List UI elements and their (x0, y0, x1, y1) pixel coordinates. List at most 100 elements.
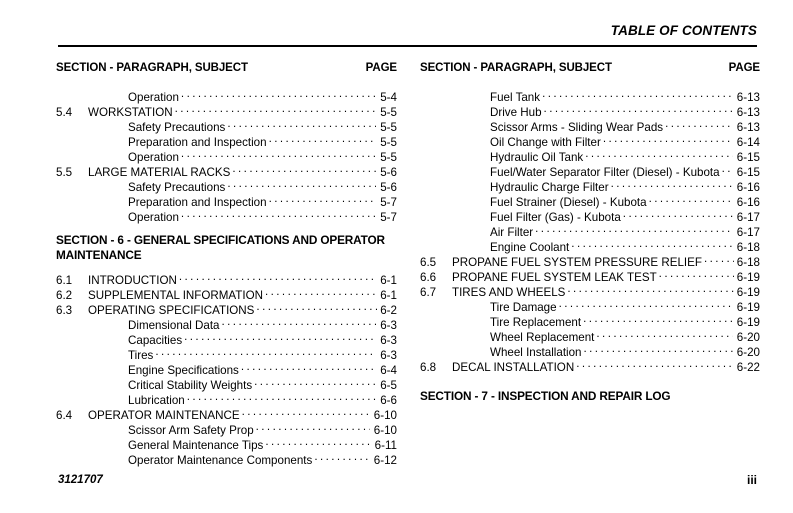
toc-entry[interactable]: Oil Change with Filter 6-14 (420, 131, 760, 149)
toc-entry-title: Engine Coolant (490, 241, 570, 254)
toc-entry[interactable]: 6.3 OPERATING SPECIFICATIONS 6-2 (56, 299, 397, 317)
toc-dot-leader (222, 314, 377, 329)
toc-entry-page: 5-6 (380, 166, 397, 179)
toc-entry-page: 6-3 (380, 349, 397, 362)
toc-dot-leader (584, 341, 733, 356)
toc-entry-page: 6-14 (736, 136, 760, 149)
toc-dot-leader (722, 161, 733, 176)
toc-dot-leader (585, 146, 733, 161)
toc-entry[interactable]: Scissor Arms - Sliding Wear Pads6-13 (420, 116, 760, 134)
toc-entry[interactable]: 6.2 SUPPLEMENTAL INFORMATION 6-1 (56, 284, 397, 302)
toc-entry-page: 6-10 (373, 424, 397, 437)
toc-entry-page: 6-3 (380, 334, 397, 347)
toc-entry[interactable]: Operation 5-7 (56, 206, 397, 224)
page-title: TABLE OF CONTENTS (610, 23, 757, 38)
toc-entry-page: 6-3 (380, 319, 397, 332)
toc-entry-page: 6-11 (374, 439, 397, 452)
toc-entry[interactable]: Fuel/Water Separator Filter (Diesel) - K… (420, 161, 760, 179)
toc-entry[interactable]: Engine Specifications 6-4 (56, 359, 397, 377)
toc-dot-leader (583, 311, 733, 326)
toc-entry[interactable]: Operator Maintenance Components 6-12 (56, 449, 397, 467)
toc-entry-page: 6-5 (380, 379, 397, 392)
toc-dot-leader (232, 161, 377, 176)
toc-entry[interactable]: Fuel Strainer (Diesel) - Kubota 6-16 (420, 191, 760, 209)
toc-entry-title: INTRODUCTION (88, 274, 177, 287)
toc-entry-page: 6-6 (380, 394, 397, 407)
toc-entry[interactable]: Critical Stability Weights6-5 (56, 374, 397, 392)
toc-entry-title: Operation (128, 91, 179, 104)
toc-dot-leader (269, 191, 377, 206)
toc-entry-number: 6.3 (56, 304, 73, 317)
toc-dot-leader (567, 281, 733, 296)
toc-entry[interactable]: Tire Replacement 6-19 (420, 311, 760, 329)
toc-dot-leader (704, 251, 734, 266)
toc-dot-leader (227, 176, 376, 191)
toc-entry-page: 6-1 (380, 289, 397, 302)
toc-entry[interactable]: Drive Hub 6-13 (420, 101, 760, 119)
toc-entry-title: Safety Precautions (128, 121, 226, 134)
toc-entry-title: TIRES AND WHEELS (452, 286, 566, 299)
toc-entry[interactable]: Air Filter 6-17 (420, 221, 760, 239)
toc-entry-title: Hydraulic Charge Filter (490, 181, 609, 194)
section-heading-6: SECTION - 6 - GENERAL SPECIFICATIONS AND… (56, 233, 385, 262)
toc-entry[interactable]: Engine Coolant 6-18 (420, 236, 760, 254)
toc-dot-leader (559, 296, 733, 311)
toc-entry[interactable]: Wheel Replacement 6-20 (420, 326, 760, 344)
toc-entry-page: 5-7 (380, 211, 397, 224)
toc-entry[interactable]: 5.4 WORKSTATION 5-5 (56, 101, 397, 119)
toc-entry-page: 6-19 (736, 271, 760, 284)
toc-entry-title: SUPPLEMENTAL INFORMATION (88, 289, 263, 302)
toc-entry[interactable]: Capacities6-3 (56, 329, 397, 347)
toc-entry-page: 6-18 (736, 256, 760, 269)
toc-entry-title: Fuel Tank (490, 91, 541, 104)
toc-entry[interactable]: Lubrication 6-6 (56, 389, 397, 407)
spacer (56, 262, 397, 269)
toc-entry[interactable]: Tires 6-3 (56, 344, 397, 362)
toc-dot-leader (181, 206, 376, 221)
toc-entry[interactable]: Fuel Tank 6-13 (420, 86, 760, 104)
toc-entry[interactable]: Operation 5-5 (56, 146, 397, 164)
toc-entry[interactable]: Safety Precautions 5-5 (56, 116, 397, 134)
toc-dot-leader (181, 146, 376, 161)
toc-entry-page: 5-5 (380, 106, 397, 119)
toc-entry[interactable]: Hydraulic Oil Tank 6-15 (420, 146, 760, 164)
toc-entry-number: 6.5 (420, 256, 437, 269)
toc-entry-page: 6-19 (736, 316, 760, 329)
toc-entry-number: 5.4 (56, 106, 73, 119)
toc-entry-title: Drive Hub (490, 106, 542, 119)
toc-entry[interactable]: General Maintenance Tips 6-11 (56, 434, 397, 452)
toc-entry-page: 6-17 (736, 226, 760, 239)
toc-entry[interactable]: 6.7 TIRES AND WHEELS 6-19 (420, 281, 760, 299)
toc-entry[interactable]: 6.8 DECAL INSTALLATION 6-22 (420, 356, 760, 374)
toc-entry-title: Fuel Strainer (Diesel) - Kubota (490, 196, 647, 209)
toc-entry-page: 6-15 (736, 151, 760, 164)
toc-entry-page: 6-16 (736, 181, 760, 194)
toc-entry-page: 6-19 (736, 286, 760, 299)
toc-entry[interactable]: Hydraulic Charge Filter 6-16 (420, 176, 760, 194)
toc-entry-page: 5-5 (380, 151, 397, 164)
toc-entry-title: General Maintenance Tips (128, 439, 264, 452)
toc-entry-page: 6-4 (380, 364, 397, 377)
toc-entry[interactable]: 5.5 LARGE MATERIAL RACKS 5-6 (56, 161, 397, 179)
toc-entry-title: Air Filter (490, 226, 534, 239)
toc-entry[interactable]: Safety Precautions 5-6 (56, 176, 397, 194)
toc-entry[interactable]: 6.4 OPERATOR MAINTENANCE 6-10 (56, 404, 397, 422)
toc-entry-page: 6-2 (380, 304, 397, 317)
toc-entry[interactable]: Wheel Installation 6-20 (420, 341, 760, 359)
toc-entry-title: Operator Maintenance Components (128, 454, 313, 467)
toc-entry-number: 6.8 (420, 361, 437, 374)
toc-entry[interactable]: Scissor Arm Safety Prop 6-10 (56, 419, 397, 437)
toc-dot-leader (542, 86, 733, 101)
toc-entry[interactable]: 6.5 PROPANE FUEL SYSTEM PRESSURE RELIEF 6-… (420, 251, 760, 269)
toc-entry[interactable]: Operation 5-4 (56, 86, 397, 104)
toc-dot-leader (665, 116, 733, 131)
toc-dot-leader (179, 269, 377, 284)
toc-entry[interactable]: Tire Damage 6-19 (420, 296, 760, 314)
toc-group-section6-left: 6.1 INTRODUCTION 6-1 6.2 SUPPLEMENTAL INFORM… (56, 269, 397, 467)
toc-entry[interactable]: 6.1 INTRODUCTION 6-1 (56, 269, 397, 287)
header-divider (58, 45, 757, 47)
toc-dot-leader (155, 344, 376, 359)
toc-entry-title: Wheel Installation (490, 346, 582, 359)
toc-entry-title: Hydraulic Oil Tank (490, 151, 584, 164)
